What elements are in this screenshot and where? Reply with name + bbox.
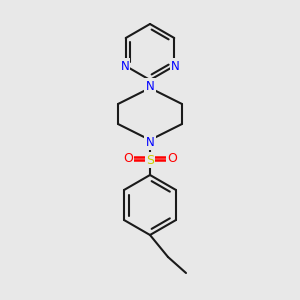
Text: S: S: [146, 154, 154, 166]
Text: O: O: [167, 152, 177, 166]
Text: N: N: [120, 59, 129, 73]
Text: O: O: [123, 152, 133, 166]
Text: N: N: [146, 80, 154, 92]
Text: N: N: [171, 59, 180, 73]
Text: N: N: [146, 136, 154, 148]
